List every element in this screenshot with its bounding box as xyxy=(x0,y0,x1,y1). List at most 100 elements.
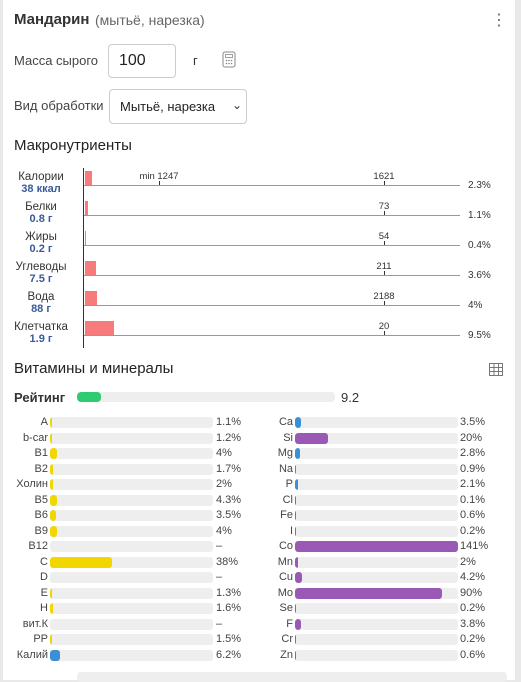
pct-label: 4.2% xyxy=(460,571,485,583)
bar-track xyxy=(50,433,213,444)
section-title: Макронутриенты xyxy=(14,137,132,154)
rating-track xyxy=(77,392,335,402)
nutrient-name: D xyxy=(0,571,48,583)
pct-label: 0.2% xyxy=(460,633,485,645)
nutrient-name: b-car xyxy=(0,432,48,444)
nutrient-name: Se xyxy=(233,602,293,614)
macro-bar xyxy=(85,231,86,245)
nutrient-name: Вода xyxy=(3,291,79,303)
pct-label: 0.6% xyxy=(460,649,485,661)
rating-value: 9.2 xyxy=(341,390,359,405)
menu-button[interactable]: ⋮ xyxy=(491,10,507,30)
mass-input[interactable]: 100 xyxy=(108,44,176,78)
bar-track xyxy=(295,448,458,459)
processing-select[interactable]: Мытьё, нарезка⌄ xyxy=(109,89,247,124)
nutrient-bar xyxy=(295,619,301,630)
nutrient-name: B1 xyxy=(0,447,48,459)
macro-bar xyxy=(85,171,92,185)
nutrient-bar xyxy=(50,495,57,506)
nutrient-amount: 1.9 г xyxy=(3,333,79,345)
row-line xyxy=(84,335,460,336)
nutrient-name: B2 xyxy=(0,463,48,475)
pct-label: 2.3% xyxy=(468,180,491,191)
rating-bar xyxy=(77,392,101,402)
nutrient-name: Mo xyxy=(233,587,293,599)
nutrient-bar xyxy=(50,510,56,521)
bar-track xyxy=(295,588,458,599)
table-icon[interactable] xyxy=(489,363,503,376)
row-line xyxy=(84,305,460,306)
footer-bar xyxy=(77,672,507,682)
macro-bar xyxy=(85,321,114,335)
nutrient-bar xyxy=(50,634,52,645)
nutrient-name: F xyxy=(233,618,293,630)
nutrient-bar xyxy=(295,572,302,583)
pct-label: 3.8% xyxy=(460,618,485,630)
bar-track xyxy=(295,479,458,490)
nutrient-name: P xyxy=(233,478,293,490)
nutrient-name: Клетчатка xyxy=(3,321,79,333)
bar-track xyxy=(295,634,458,645)
bar-track xyxy=(295,417,458,428)
bar-track xyxy=(50,495,213,506)
bar-track xyxy=(50,479,213,490)
macro-bar xyxy=(85,261,96,275)
nutrient-name: Fe xyxy=(233,509,293,521)
nutrient-name: A xyxy=(0,416,48,428)
nutrient-name: Калий xyxy=(0,649,48,661)
bar-track xyxy=(50,464,213,475)
nutrient-amount: 38 ккал xyxy=(3,183,79,195)
bar-track xyxy=(50,557,213,568)
bar-track xyxy=(50,650,213,661)
nutrient-bar xyxy=(295,510,296,521)
pct-label: 3.5% xyxy=(460,416,485,428)
pct-label: 0.2% xyxy=(460,602,485,614)
calculator-icon[interactable] xyxy=(222,51,236,68)
processing-value: Мытьё, нарезка xyxy=(120,99,215,114)
pct-label: 3.6% xyxy=(468,270,491,281)
bar-track xyxy=(295,541,458,552)
pct-label: 0.4% xyxy=(468,240,491,251)
pct-label: 4% xyxy=(216,525,232,537)
nutrient-bar xyxy=(50,588,52,599)
pct-label: 2% xyxy=(216,478,232,490)
bar-track xyxy=(295,433,458,444)
food-subtitle: (мытьё, нарезка) xyxy=(95,12,205,28)
bar-track xyxy=(50,448,213,459)
nutrient-amount: 0.2 г xyxy=(3,243,79,255)
pct-label: 4% xyxy=(216,447,232,459)
pct-label: 0.6% xyxy=(460,509,485,521)
nutrient-amount: 0.8 г xyxy=(3,213,79,225)
nutrient-bar xyxy=(50,417,52,428)
nutrient-name: C xyxy=(0,556,48,568)
min-label: min 1247 xyxy=(139,171,178,182)
bar-track xyxy=(295,557,458,568)
bar-track xyxy=(295,572,458,583)
norm-label: 54 xyxy=(379,231,390,242)
nutrient-name: Cr xyxy=(233,633,293,645)
nutrient-bar xyxy=(50,603,53,614)
nutrient-bar xyxy=(295,650,296,661)
nutrient-name: Белки xyxy=(3,201,79,213)
nutrient-bar xyxy=(295,433,328,444)
bar-track xyxy=(295,526,458,537)
nutrient-bar xyxy=(295,479,298,490)
pct-label: 90% xyxy=(460,587,482,599)
bar-track xyxy=(295,650,458,661)
nutrient-name: Ca xyxy=(233,416,293,428)
bar-track xyxy=(50,634,213,645)
macro-bar xyxy=(85,201,88,215)
pct-label: 0.1% xyxy=(460,494,485,506)
nutrient-name: Углеводы xyxy=(3,261,79,273)
pct-label: 0.2% xyxy=(460,525,485,537)
nutrient-name: I xyxy=(233,525,293,537)
bar-track xyxy=(50,588,213,599)
pct-label: 2.1% xyxy=(460,478,485,490)
nutrient-amount: 88 г xyxy=(3,303,79,315)
nutrient-name: Si xyxy=(233,432,293,444)
nutrient-name: Cu xyxy=(233,571,293,583)
nutrient-name: Na xyxy=(233,463,293,475)
pct-label: – xyxy=(216,571,222,583)
pct-label: 9.5% xyxy=(468,330,491,341)
row-line xyxy=(84,185,460,186)
